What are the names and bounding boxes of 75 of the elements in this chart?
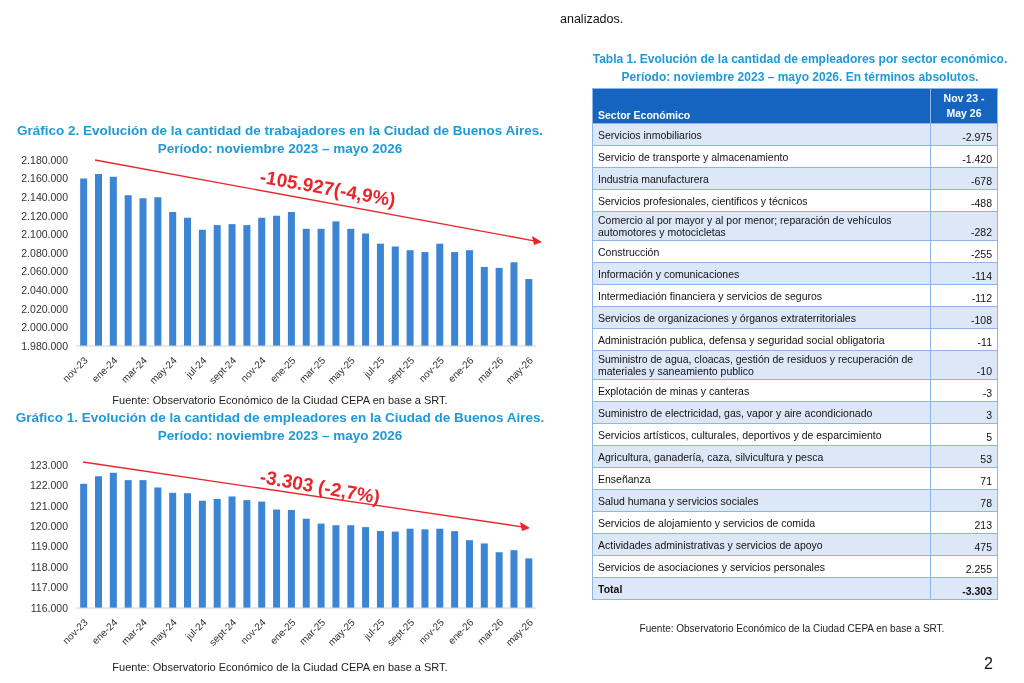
category-label: Servicios de organizaciones y órganos extraterritoriales: [592, 306, 931, 329]
category-label: Agricultura, ganadería, caza, silvicultura y pesca: [592, 445, 931, 468]
y-tick-label: 2.020.000: [21, 302, 69, 315]
text: 78: [980, 497, 992, 509]
text: analizados.: [560, 12, 624, 26]
y-tick-label: 117.000: [30, 581, 69, 594]
category-label: Total: [592, 577, 931, 600]
category-label: Construcción: [592, 240, 931, 263]
y-tick-label: 118.000: [30, 560, 69, 573]
source-note: Fuente: Observatorio Económico de la Ciudad CEPA en base a SRT.: [111, 661, 449, 673]
category-label: Información y comunicaciones: [592, 262, 931, 285]
category-label: Explotación de minas y canteras: [592, 379, 931, 402]
text: 3: [986, 409, 992, 421]
text: -678: [970, 175, 992, 187]
source-note: Fuente: Observatorio Económico de la Ciudad CEPA en base a SRT.: [638, 623, 946, 634]
text: -10: [976, 365, 992, 377]
text: -1.420: [962, 153, 992, 165]
category-label: Actividades administrativas y servicios de apoyo: [592, 533, 931, 556]
text: 53: [980, 453, 992, 465]
y-tick-label: 2.120.000: [21, 209, 69, 222]
category-label: Suministro de electricidad, gas, vapor y aire acondicionado: [592, 401, 931, 424]
y-tick-label: 2.040.000: [21, 283, 69, 296]
y-tick-label: 2.160.000: [21, 172, 69, 185]
text: 475: [974, 541, 992, 553]
text: -11: [977, 336, 992, 348]
category-label: Salud humana y servicios sociales: [592, 489, 931, 512]
text: 2: [984, 655, 993, 673]
text: -488: [970, 197, 992, 209]
text: 5: [986, 431, 992, 443]
y-tick-label: 2.100.000: [21, 228, 69, 241]
category-label: Servicios de alojamiento y servicios de comida: [592, 511, 931, 534]
text: -3: [982, 387, 992, 399]
text: -282: [970, 226, 992, 238]
y-tick-label: 2.140.000: [21, 190, 69, 203]
category-label: Servicios inmobiliarios: [592, 123, 931, 146]
y-tick-label: 116.000: [30, 601, 69, 614]
category-label: Intermediación financiera y servicios de seguros: [592, 284, 931, 307]
text: -3.303: [962, 585, 992, 597]
text: Nov 23 - May 26: [930, 88, 998, 124]
category-label: Servicios profesionales, cientificos y técnicos: [592, 189, 931, 212]
source-note: Fuente: Observatorio Económico de la Ciudad CEPA en base a SRT.: [111, 394, 449, 406]
text: Tabla 1. Evolución de la cantidad de empleadores por sector económico.: [591, 51, 1009, 68]
chart-subtitle: Período: noviembre 2023 – mayo 2026: [157, 141, 403, 156]
chart-title: Gráfico 2. Evolución de la cantidad de trabajadores en la Ciudad de Buenos Aires.: [15, 122, 545, 140]
text: -108: [970, 314, 992, 326]
category-label: Industria manufacturera: [592, 167, 931, 190]
chart-subtitle: Período: noviembre 2023 – mayo 2026: [156, 427, 404, 445]
text: 71: [980, 475, 992, 487]
annotation: -3.303 (-2,7%): [258, 466, 382, 509]
category-label: Servicios artísticos, culturales, deportivos y de esparcimiento: [592, 423, 931, 446]
text: -112: [971, 292, 992, 304]
y-tick-label: 2.060.000: [21, 265, 69, 278]
chart-title: Gráfico 1. Evolución de la cantidad de empleadores en la Ciudad de Buenos Aires.: [14, 409, 546, 427]
category-label: Servicios de asociaciones y servicios personales: [592, 555, 931, 578]
text: Sector Económico: [592, 88, 931, 124]
category-label: Comercio al por mayor y al por menor; reparación de vehículos automotores y motocicletas: [592, 211, 931, 241]
y-tick-label: 119.000: [30, 540, 69, 553]
y-tick-label: 1.980.000: [21, 339, 69, 352]
text: Período: noviembre 2023 – mayo 2026. En términos absolutos.: [620, 69, 980, 86]
y-tick-label: 2.080.000: [21, 246, 69, 259]
text: -2.975: [962, 131, 992, 143]
text: 213: [974, 519, 992, 531]
text: -114: [971, 270, 992, 282]
y-tick-label: 2.180.000: [21, 153, 69, 166]
text: 2.255: [965, 563, 992, 575]
category-label: Servicio de transporte y almacenamiento: [592, 145, 931, 168]
y-tick-label: 121.000: [30, 499, 69, 512]
y-tick-label: 122.000: [30, 479, 69, 492]
y-tick-label: 120.000: [30, 520, 69, 533]
category-label: Administración publica, defensa y seguridad social obligatoria: [592, 328, 931, 351]
category-label: Enseñanza: [592, 467, 931, 490]
category-label: Suministro de agua, cloacas, gestión de residuos y recuperación de materiales y saneamiento publico: [592, 350, 931, 380]
y-tick-label: 2.000.000: [21, 321, 69, 334]
text: -255: [970, 248, 992, 260]
y-tick-label: 123.000: [30, 458, 69, 471]
